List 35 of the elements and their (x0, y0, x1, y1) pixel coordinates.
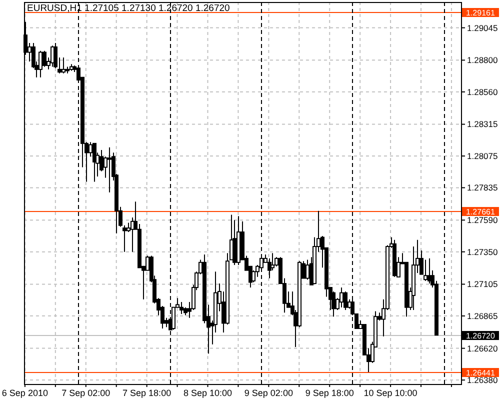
y-tick-label: 1.26620 (467, 343, 498, 354)
candlestick (270, 252, 274, 271)
y-tick-label: 1.27350 (467, 246, 498, 257)
x-tick-label: 6 Sep 2010 (2, 388, 48, 398)
candlestick (340, 287, 344, 308)
y-tick-label: 1.28075 (467, 150, 498, 161)
y-tick-label: 1.26380 (467, 375, 498, 386)
y-tick-label: 1.28315 (467, 119, 498, 130)
chart-title: EURUSD,H1 1.27105 1.27130 1.26720 1.26720 (27, 3, 230, 14)
candlestick (42, 50, 46, 68)
ref-line-label: 1.27661 (466, 207, 496, 216)
y-tick-label: 1.27105 (467, 279, 498, 290)
ref-line-label: 1.26720 (466, 331, 496, 340)
x-tick-label: 8 Sep 10:00 (183, 388, 232, 398)
x-tick-label: 9 Sep 18:00 (305, 388, 354, 398)
y-tick-label: 1.28800 (467, 55, 498, 66)
x-tick-label: 7 Sep 18:00 (122, 388, 172, 398)
candlestick (424, 259, 428, 282)
ref-line-label: 1.26441 (466, 368, 496, 378)
y-tick-label: 1.28560 (467, 86, 498, 97)
candlestick (38, 50, 42, 78)
y-tick-label: 1.29045 (467, 22, 498, 33)
y-tick-label: 1.27590 (467, 215, 498, 226)
candlestick (62, 57, 66, 74)
candlestick (332, 290, 336, 318)
x-tick-label: 9 Sep 02:00 (244, 388, 293, 398)
candlestick (180, 302, 184, 314)
candlestick (344, 290, 348, 310)
x-tick-label: 7 Sep 02:00 (62, 388, 110, 398)
candlestick (92, 142, 96, 182)
ref-line-label: 1.29161 (466, 8, 496, 18)
y-tick-label: 1.27835 (467, 182, 498, 193)
candlestick (108, 146, 112, 193)
x-tick-label: 10 Sep 10:00 (364, 388, 418, 398)
y-tick-label: 1.26865 (467, 310, 498, 321)
